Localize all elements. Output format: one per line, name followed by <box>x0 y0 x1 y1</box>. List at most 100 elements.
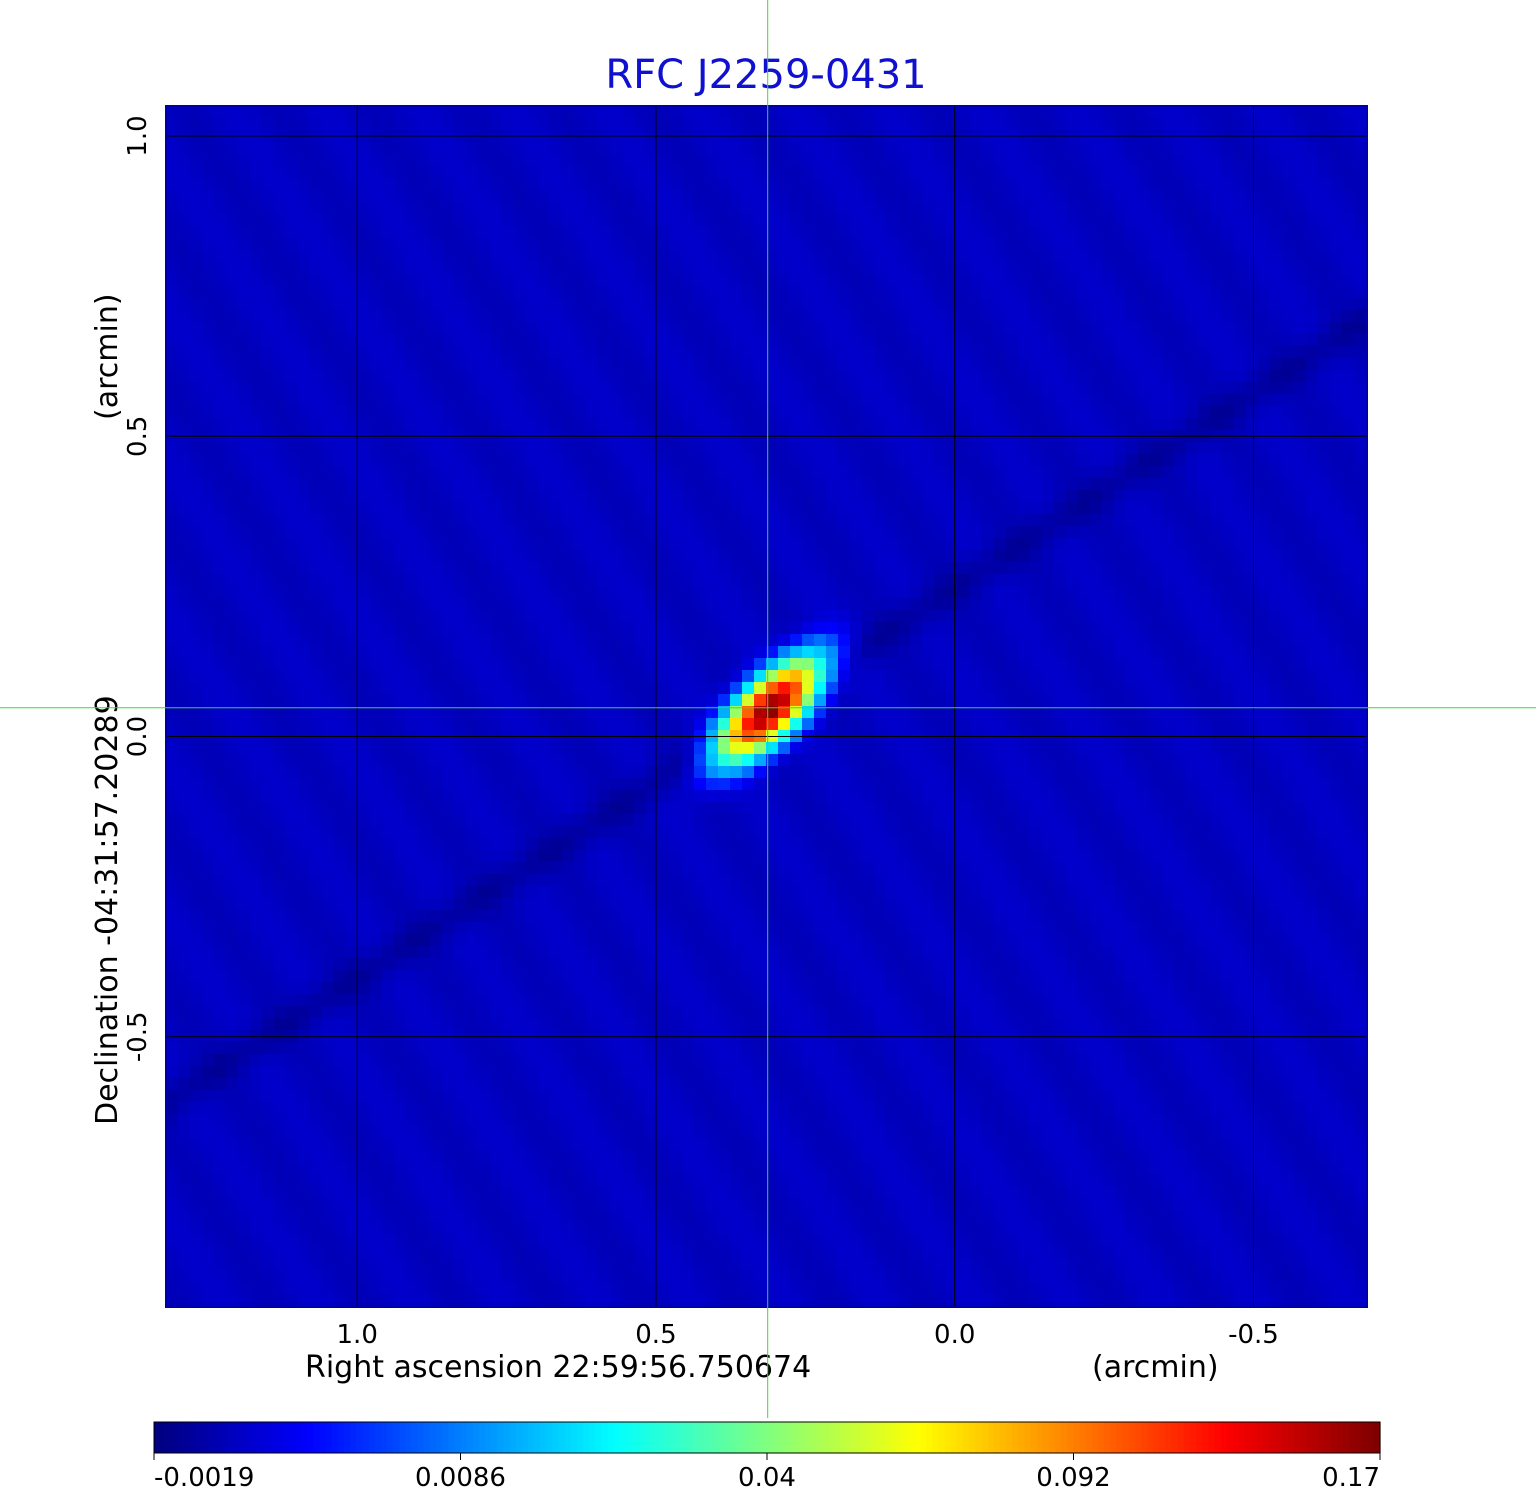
heatmap-cell <box>1186 418 1199 431</box>
heatmap-cell <box>478 394 491 407</box>
heatmap-cell <box>466 418 479 431</box>
heatmap-cell <box>274 394 287 407</box>
heatmap-cell <box>286 214 299 227</box>
heatmap-cell <box>250 670 263 683</box>
heatmap-cell <box>538 214 551 227</box>
heatmap-cell <box>1042 262 1055 275</box>
heatmap-cell <box>670 694 683 707</box>
heatmap-cell <box>1102 634 1115 647</box>
heatmap-cell <box>970 322 983 335</box>
heatmap-cell <box>370 598 383 611</box>
heatmap-cell <box>1018 142 1031 155</box>
heatmap-cell <box>958 166 971 179</box>
heatmap-cell <box>1150 418 1163 431</box>
heatmap-cell <box>1246 442 1259 455</box>
heatmap-cell <box>598 322 611 335</box>
heatmap-cell <box>766 622 779 635</box>
heatmap-cell <box>802 658 815 671</box>
heatmap-cell <box>334 526 347 539</box>
heatmap-cell <box>574 538 587 551</box>
heatmap-cell <box>1066 202 1079 215</box>
heatmap-cell <box>970 118 983 131</box>
heatmap-cell <box>874 250 887 263</box>
heatmap-cell <box>334 514 347 527</box>
heatmap-cell <box>1078 310 1091 323</box>
heatmap-cell <box>178 574 191 587</box>
heatmap-cell <box>526 646 539 659</box>
heatmap-cell <box>742 238 755 251</box>
heatmap-cell <box>1186 394 1199 407</box>
heatmap-cell <box>1006 658 1019 671</box>
heatmap-cell <box>502 286 515 299</box>
heatmap-cell <box>1054 322 1067 335</box>
heatmap-cell <box>958 214 971 227</box>
heatmap-cell <box>1102 250 1115 263</box>
heatmap-cell <box>454 286 467 299</box>
heatmap-cell <box>958 286 971 299</box>
heatmap-cell <box>1114 670 1127 683</box>
heatmap-cell <box>502 106 515 119</box>
heatmap-cell <box>178 478 191 491</box>
heatmap-cell <box>310 142 323 155</box>
heatmap-cell <box>730 406 743 419</box>
heatmap-cell <box>958 466 971 479</box>
heatmap-cell <box>286 118 299 131</box>
heatmap-cell <box>850 418 863 431</box>
heatmap-cell <box>886 550 899 563</box>
heatmap-cell <box>526 118 539 131</box>
heatmap-cell <box>622 418 635 431</box>
heatmap-cell <box>622 238 635 251</box>
heatmap-cell <box>982 250 995 263</box>
heatmap-cell <box>910 394 923 407</box>
heatmap-cell <box>802 226 815 239</box>
heatmap-cell <box>526 202 539 215</box>
heatmap-cell <box>322 346 335 359</box>
heatmap-cell <box>214 454 227 467</box>
heatmap-cell <box>634 286 647 299</box>
heatmap-cell <box>430 262 443 275</box>
heatmap-cell <box>538 586 551 599</box>
heatmap-cell <box>958 478 971 491</box>
heatmap-cell <box>346 190 359 203</box>
heatmap-cell <box>718 154 731 167</box>
heatmap-cell <box>1150 574 1163 587</box>
heatmap-cell <box>1342 634 1355 647</box>
heatmap-cell <box>1150 598 1163 611</box>
heatmap-cell <box>1114 586 1127 599</box>
heatmap-cell <box>454 454 467 467</box>
heatmap-cell <box>1342 202 1355 215</box>
heatmap-cell <box>1006 274 1019 287</box>
heatmap-cell <box>874 310 887 323</box>
heatmap-cell <box>682 202 695 215</box>
heatmap-cell <box>418 214 431 227</box>
heatmap-cell <box>1162 682 1175 695</box>
heatmap-cell <box>934 574 947 587</box>
heatmap-cell <box>1018 478 1031 491</box>
heatmap-cell <box>946 226 959 239</box>
heatmap-cell <box>1306 274 1319 287</box>
heatmap-cell <box>1006 514 1019 527</box>
heatmap-cell <box>754 142 767 155</box>
heatmap-cell <box>790 274 803 287</box>
heatmap-cell <box>910 106 923 119</box>
heatmap-cell <box>838 190 851 203</box>
heatmap-cell <box>430 346 443 359</box>
heatmap-cell <box>730 586 743 599</box>
heatmap-cell <box>838 454 851 467</box>
heatmap-cell <box>1006 262 1019 275</box>
heatmap-cell <box>1006 202 1019 215</box>
heatmap-cell <box>694 202 707 215</box>
heatmap-cell <box>982 538 995 551</box>
heatmap-cell <box>1354 658 1367 671</box>
heatmap-cell <box>574 322 587 335</box>
heatmap-cell <box>178 634 191 647</box>
heatmap-cell <box>178 142 191 155</box>
heatmap-cell <box>838 610 851 623</box>
heatmap-cell <box>622 682 635 695</box>
heatmap-cell <box>418 526 431 539</box>
heatmap-cell <box>862 502 875 515</box>
heatmap-cell <box>538 142 551 155</box>
heatmap-cell <box>658 454 671 467</box>
heatmap-cell <box>814 514 827 527</box>
heatmap-cell <box>1030 154 1043 167</box>
